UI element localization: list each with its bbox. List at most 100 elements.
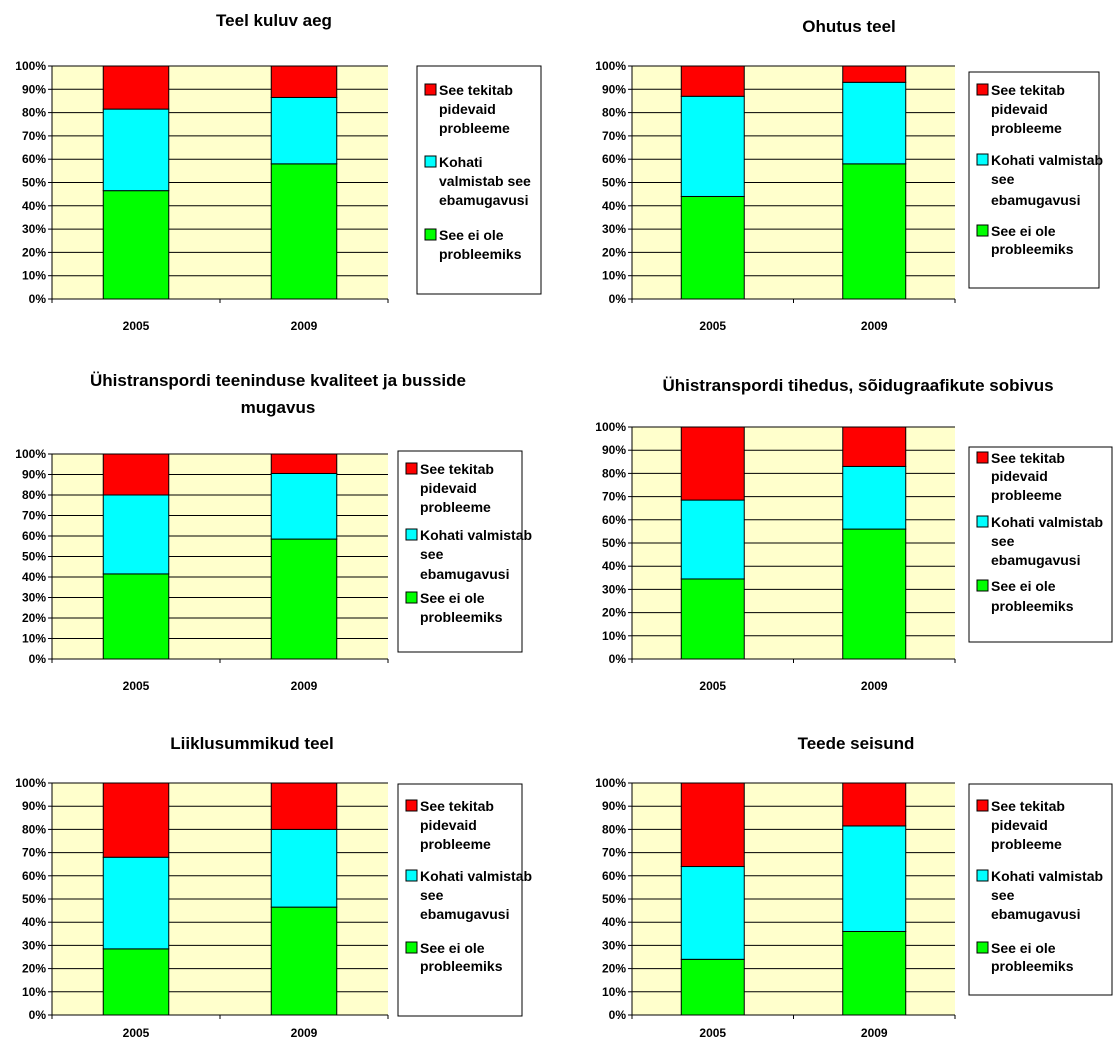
y-tick-label: 30%: [22, 222, 46, 236]
y-tick-label: 100%: [15, 776, 46, 790]
y-tick-label: 50%: [22, 892, 46, 906]
y-tick-label: 0%: [609, 292, 627, 306]
y-tick-label: 50%: [602, 536, 626, 550]
x-tick-label: 2005: [699, 679, 726, 693]
bar-segment: [680, 499, 745, 580]
x-tick-label: 2005: [123, 1026, 150, 1040]
legend-box: [416, 65, 542, 295]
bar-segment: [842, 81, 907, 165]
legend-swatch: [405, 591, 418, 604]
legend-label: See tekitab pidevaid probleeme: [420, 798, 494, 852]
legend-label: Kohati valmistab see ebamugavusi: [420, 527, 532, 582]
bar-segment: [680, 782, 745, 868]
y-tick-label: 40%: [22, 915, 46, 929]
legend-label: See ei ole probleemiks: [420, 590, 503, 625]
bar-segment: [102, 190, 170, 300]
legend-label: See ei ole probleemiks: [420, 940, 503, 974]
y-tick-label: 80%: [602, 822, 626, 836]
bar-segment: [270, 828, 338, 908]
y-tick-label: 80%: [22, 822, 46, 836]
legend-swatch: [976, 83, 989, 96]
legend-swatch: [424, 83, 437, 96]
legend-label: Kohati valmistab see ebamugavusi: [439, 154, 531, 208]
chart-title: Ohutus teel: [802, 17, 896, 36]
x-tick-label: 2009: [291, 319, 318, 333]
y-tick-label: 0%: [609, 1008, 627, 1022]
chart-title: Liiklusummikud teel: [170, 734, 333, 753]
legend-box: [397, 783, 523, 1017]
y-tick-label: 70%: [602, 129, 626, 143]
y-tick-label: 70%: [22, 509, 46, 523]
y-tick-label: 0%: [29, 652, 47, 666]
y-tick-label: 70%: [22, 846, 46, 860]
y-tick-label: 100%: [595, 420, 626, 434]
legend-swatch: [976, 224, 989, 237]
bar-segment: [270, 96, 338, 165]
legend-swatch: [976, 153, 989, 166]
y-tick-label: 10%: [22, 269, 46, 283]
bar-segment: [680, 578, 745, 660]
y-tick-label: 90%: [602, 443, 626, 457]
chart-title: Teel kuluv aeg: [216, 11, 332, 30]
chart-4: Ühistranspordi tihedus, sõidugraafikute …: [595, 376, 1113, 693]
chart-title: Ühistranspordi tihedus, sõidugraafikute …: [662, 376, 1053, 395]
y-tick-label: 10%: [602, 269, 626, 283]
y-tick-label: 80%: [22, 488, 46, 502]
bar-segment: [680, 65, 745, 97]
y-tick-label: 30%: [22, 938, 46, 952]
bar-segment: [102, 494, 170, 575]
y-tick-label: 0%: [29, 1008, 47, 1022]
legend-box: [397, 450, 523, 653]
bar-segment: [102, 573, 170, 660]
bar-segment: [680, 958, 745, 1016]
y-tick-label: 40%: [22, 570, 46, 584]
y-tick-label: 10%: [22, 985, 46, 999]
chart-2: Ohutus teel 0% 10% 20% 30% 40% 50% 60% 70% 80% 90%…: [595, 17, 1103, 333]
bar-segment: [102, 948, 170, 1016]
x-tick-label: 2009: [291, 679, 318, 693]
y-tick-label: 20%: [602, 245, 626, 259]
y-tick-label: 20%: [22, 245, 46, 259]
legend-label: See ei ole probleemiks: [991, 223, 1074, 257]
legend-swatch: [405, 799, 418, 812]
bar-segment: [270, 163, 338, 300]
legend-swatch: [976, 869, 989, 882]
y-tick-label: 70%: [22, 129, 46, 143]
y-tick-label: 100%: [595, 59, 626, 73]
y-tick-label: 60%: [602, 152, 626, 166]
y-tick-label: 50%: [22, 550, 46, 564]
x-tick-label: 2009: [861, 319, 888, 333]
legend-swatch: [424, 228, 437, 241]
y-tick-label: 30%: [602, 938, 626, 952]
bar-segment: [842, 825, 907, 932]
legend-label: See tekitab pidevaid probleeme: [991, 450, 1065, 503]
legend-swatch: [424, 155, 437, 168]
bar-segment: [270, 65, 338, 98]
legend-box: [968, 71, 1100, 289]
legend-label: Kohati valmistab see ebamugavusi: [420, 868, 532, 922]
y-tick-label: 50%: [602, 176, 626, 190]
y-tick-label: 60%: [602, 513, 626, 527]
y-tick-label: 0%: [29, 292, 47, 306]
y-tick-label: 100%: [15, 447, 46, 461]
y-tick-label: 10%: [602, 629, 626, 643]
y-tick-label: 20%: [602, 606, 626, 620]
y-tick-label: 40%: [602, 199, 626, 213]
bar-segment: [102, 108, 170, 192]
x-tick-label: 2005: [123, 679, 150, 693]
y-tick-label: 10%: [22, 632, 46, 646]
bar-segment: [102, 856, 170, 950]
bar-segment: [270, 538, 338, 660]
y-tick-label: 20%: [602, 962, 626, 976]
y-tick-label: 30%: [602, 222, 626, 236]
legend-label: See tekitab pidevaid probleeme: [991, 82, 1065, 136]
bar-segment: [270, 782, 338, 830]
y-tick-label: 70%: [602, 846, 626, 860]
bar-segment: [842, 65, 907, 83]
bar-segment: [842, 782, 907, 827]
x-tick-label: 2009: [861, 679, 888, 693]
y-tick-label: 20%: [22, 962, 46, 976]
bar-segment: [842, 163, 907, 300]
legend-label: Kohati valmistab see ebamugavusi: [991, 514, 1103, 568]
chart-title: mugavus: [241, 398, 316, 417]
